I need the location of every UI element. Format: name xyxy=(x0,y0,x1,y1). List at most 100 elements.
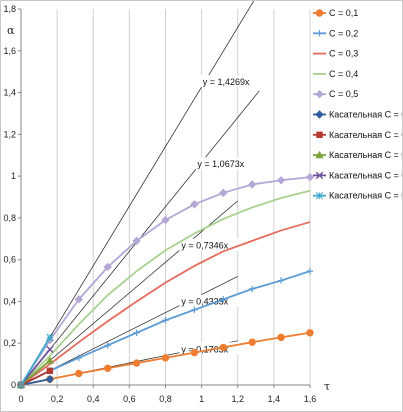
trendline-label-bg xyxy=(195,157,262,170)
x-tick-label: 0,2 xyxy=(51,394,64,404)
data-point xyxy=(104,342,111,349)
data-point xyxy=(219,188,228,198)
legend-item: C = 0,4 xyxy=(313,69,358,79)
data-point xyxy=(315,150,324,159)
grid xyxy=(56,9,311,385)
data-point xyxy=(220,296,227,303)
series xyxy=(16,172,315,390)
y-tick-label: 0,4 xyxy=(3,296,16,306)
data-point xyxy=(45,356,55,364)
x-tick-label: 0,4 xyxy=(87,394,100,404)
trendline-label-bg xyxy=(179,238,246,251)
data-point xyxy=(75,369,83,378)
data-point xyxy=(219,343,228,352)
trendline xyxy=(20,1,255,386)
data-point xyxy=(103,262,112,272)
legend-item: Касательная С = 0,1 xyxy=(313,110,402,120)
legend-item: Касательная С = 0,3 xyxy=(313,150,402,160)
data-point xyxy=(305,172,315,182)
data-point xyxy=(46,367,54,374)
legend-item: Касательная С = 0,4 xyxy=(313,170,402,180)
data-point xyxy=(315,192,324,200)
data-point xyxy=(191,306,198,313)
series-line xyxy=(20,336,51,386)
legend-item: C = 0,5 xyxy=(313,89,358,99)
data-point xyxy=(315,9,324,17)
legend-label: C = 0,2 xyxy=(329,28,358,38)
data-point xyxy=(248,338,256,346)
y-tick-label: 0,6 xyxy=(3,255,16,265)
legend-label: C = 0,3 xyxy=(329,49,358,59)
series-line xyxy=(20,189,311,386)
data-point xyxy=(276,176,286,185)
x-tick-label: 1,4 xyxy=(268,394,281,404)
y-tick-label: 1,4 xyxy=(3,88,16,98)
data-point xyxy=(316,131,323,138)
legend-item: Касательная С = 0,5 xyxy=(313,191,402,201)
x-tick-label: 1,6 xyxy=(304,394,317,404)
data-point xyxy=(161,215,170,225)
y-tick-label: 1,2 xyxy=(3,129,16,139)
trendline-equation: y = 0,4333x xyxy=(181,297,228,307)
axes xyxy=(18,8,311,388)
tick-labels: 0 0,2 0,4 0,6 0,8 1 1,2 1,4 1,6 1,8 0 0,2 0,4 0,6 0,8 1… xyxy=(3,4,316,404)
trendline-equation: y = 0,1763x xyxy=(181,344,228,354)
data-point xyxy=(45,374,55,384)
x-tick-label: 0,6 xyxy=(123,394,136,404)
data-point xyxy=(306,267,314,275)
data-point xyxy=(133,329,140,336)
data-point xyxy=(132,359,141,367)
legend-label: C = 0,4 xyxy=(329,69,358,79)
x-tick-label: 1,2 xyxy=(231,394,244,404)
legend: C = 0,1 C = 0,2 C = 0,3 C = 0,4 C = 0,5 Касат… xyxy=(313,8,402,201)
trendline-label-bg xyxy=(200,75,267,88)
data-point xyxy=(316,30,323,37)
data-point xyxy=(277,333,285,342)
legend-label: Касательная С = 0,5 xyxy=(329,191,402,201)
trendline-equation: y = 0,7346x xyxy=(181,241,228,251)
x-axis-label: τ xyxy=(324,380,330,393)
trendline-equation: y = 1,4269x xyxy=(203,77,250,87)
data-point xyxy=(306,329,314,337)
y-tick-label: 0,2 xyxy=(3,338,16,348)
x-tick-label: 0 xyxy=(18,394,23,404)
data-point xyxy=(277,277,285,284)
y-tick-label: 1 xyxy=(11,171,16,181)
x-tick-label: 0,8 xyxy=(159,394,172,404)
data-point xyxy=(74,295,83,304)
series-line xyxy=(20,221,311,386)
data-point xyxy=(315,90,324,99)
data-point xyxy=(46,345,54,353)
data-point xyxy=(162,317,169,324)
data-point xyxy=(132,236,141,246)
series-c-0-4 xyxy=(20,189,311,386)
series-line xyxy=(20,359,51,386)
data-point xyxy=(248,180,257,189)
data-point xyxy=(190,200,199,209)
y-tick-label: 1,8 xyxy=(3,4,16,14)
y-tick-label: 1,6 xyxy=(3,46,16,56)
series-line xyxy=(20,378,51,386)
data-point xyxy=(315,171,324,180)
y-tick-label: 0,8 xyxy=(3,213,16,223)
data-point xyxy=(75,354,82,362)
data-point xyxy=(190,348,199,357)
trendline-equation: y = 1,0673x xyxy=(197,159,244,169)
legend-label: Касательная С = 0,4 xyxy=(329,170,402,180)
y-axis-label: α xyxy=(7,24,15,37)
legend-item: C = 0,3 xyxy=(313,49,358,59)
legend-item: Касательная С = 0,2 xyxy=(313,130,402,140)
data-point xyxy=(249,285,256,293)
data-point xyxy=(315,110,324,119)
data-point xyxy=(46,333,54,341)
data-point xyxy=(104,364,112,372)
legend-label: C = 0,1 xyxy=(329,8,358,18)
legend-label: Касательная С = 0,3 xyxy=(329,150,402,160)
series-line xyxy=(20,348,51,386)
legend-label: Касательная С = 0,2 xyxy=(329,130,402,140)
x-tick-label: 1 xyxy=(199,394,204,404)
y-tick-label: 0 xyxy=(11,380,16,390)
legend-item: C = 0,1 xyxy=(313,8,358,18)
